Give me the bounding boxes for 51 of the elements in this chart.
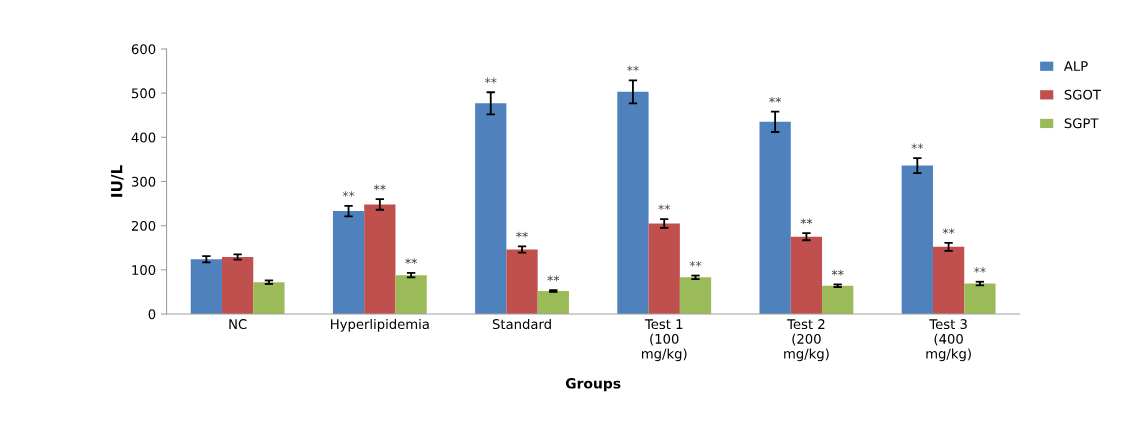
bar xyxy=(964,283,996,315)
x-tick-label: Test 3 (400 mg/kg) xyxy=(926,319,971,362)
bar xyxy=(822,285,854,315)
data-label: ** xyxy=(800,218,813,225)
bar xyxy=(537,291,569,315)
data-label: ** xyxy=(942,228,955,234)
x-tick-label: Test 1 (100 mg/kg) xyxy=(642,319,687,362)
data-label: ** xyxy=(342,191,355,197)
x-tick-label: Hyperlipidemia xyxy=(331,318,429,332)
data-label: ** xyxy=(689,260,702,267)
bar xyxy=(679,277,712,315)
bar xyxy=(506,249,538,315)
x-tick-label: Standard xyxy=(492,318,551,330)
data-label: ** xyxy=(484,77,497,84)
data-label: ** xyxy=(974,267,986,273)
y-tick-label: 400 xyxy=(131,132,156,143)
bar xyxy=(759,121,791,315)
data-label: ** xyxy=(516,231,528,238)
bar xyxy=(475,103,507,315)
bar xyxy=(648,223,680,315)
bar xyxy=(790,236,823,315)
y-tick-label: 200 xyxy=(131,220,156,231)
data-label: ** xyxy=(547,275,560,282)
x-axis-title: Groups xyxy=(565,378,621,392)
x-tick-label: Test 2 (200 mg/kg) xyxy=(784,319,829,362)
y-tick-label: 0 xyxy=(148,309,156,320)
y-tick-label: 300 xyxy=(131,176,156,187)
legend-label: SGPT xyxy=(1064,118,1099,129)
bar xyxy=(190,259,223,315)
data-label: ** xyxy=(769,97,782,103)
bar xyxy=(253,282,285,315)
bar xyxy=(901,165,933,315)
data-label: ** xyxy=(911,143,924,150)
data-label: ** xyxy=(658,204,671,211)
data-label: ** xyxy=(627,65,639,72)
y-tick-label: 500 xyxy=(131,88,156,99)
y-tick-label: 600 xyxy=(131,44,156,55)
data-label: ** xyxy=(405,258,417,264)
y-axis-title: IU/L xyxy=(111,165,124,197)
data-label: ** xyxy=(373,184,386,191)
legend-label: ALP xyxy=(1063,61,1088,71)
legend-label: SGOT xyxy=(1064,89,1101,100)
x-tick-label: NC xyxy=(229,319,247,330)
bar xyxy=(332,211,365,315)
bar xyxy=(395,275,427,315)
bar xyxy=(617,91,649,315)
bar xyxy=(364,204,396,315)
y-tick-label: 100 xyxy=(132,265,156,276)
bar xyxy=(222,257,254,315)
data-label: ** xyxy=(831,269,844,276)
bar xyxy=(932,246,965,315)
